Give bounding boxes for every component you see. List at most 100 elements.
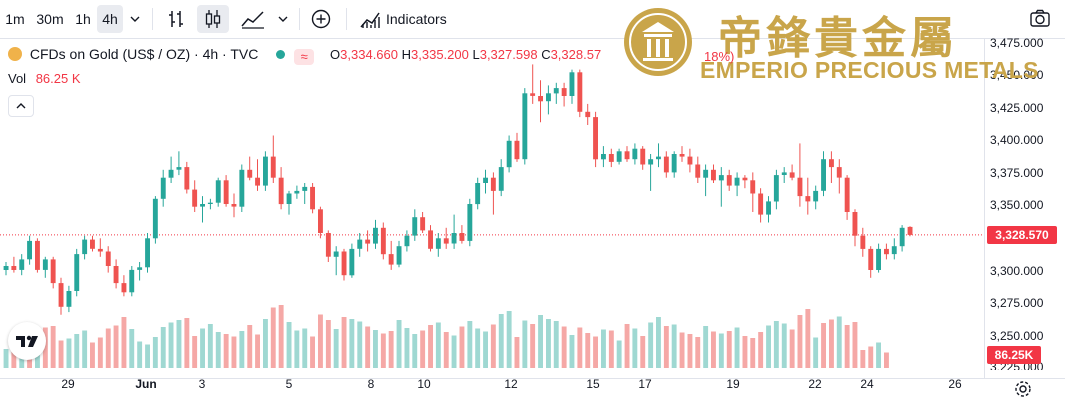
high-value: 3,335.200 — [411, 47, 469, 62]
volume-bar — [50, 326, 56, 368]
volume-bar — [475, 328, 481, 368]
market-open-dot-icon — [276, 50, 286, 59]
volume-bar — [160, 327, 166, 368]
volume-bar — [538, 315, 543, 368]
candle-body — [3, 266, 9, 270]
chevron-up-icon — [16, 103, 26, 109]
volume-bar — [616, 340, 622, 368]
candle-body — [522, 93, 528, 160]
volume-bar — [82, 330, 88, 368]
volume-bar — [577, 327, 583, 368]
volume-bar — [349, 319, 355, 368]
low-value: 3,327.598 — [479, 47, 538, 62]
candle-body — [255, 177, 260, 186]
volume-bar — [585, 333, 591, 368]
candle-body — [459, 233, 465, 241]
symbol-title[interactable]: CFDs on Gold (US$ / OZ) · 4h · TVC — [29, 46, 259, 62]
volume-bar — [215, 332, 221, 368]
x-tick: 15 — [586, 377, 600, 391]
volume-bar — [294, 330, 300, 368]
interval-4h[interactable]: 4h — [97, 5, 123, 33]
candle-body — [270, 156, 276, 178]
bar-style-icon[interactable] — [163, 5, 189, 33]
x-tick: 22 — [808, 377, 822, 391]
volume-bar — [852, 322, 858, 368]
volume-bar — [758, 332, 764, 368]
candle-body — [11, 266, 17, 270]
candle-body — [632, 148, 638, 160]
volume-bar — [789, 329, 795, 368]
candle-body — [742, 177, 748, 181]
candle-body — [805, 196, 811, 202]
candle-body — [129, 269, 135, 293]
candle-body — [145, 238, 150, 268]
volume-bar — [263, 319, 268, 368]
volume-bar — [286, 322, 292, 368]
candle-body — [325, 233, 331, 257]
x-tick: 24 — [860, 377, 874, 391]
volume-bar — [3, 349, 9, 368]
candle-body — [247, 169, 253, 178]
open-label: O — [330, 47, 341, 62]
candle-body — [200, 204, 205, 207]
volume-bar — [247, 325, 253, 368]
compare-add-icon[interactable] — [308, 5, 334, 33]
candle-body — [711, 169, 716, 181]
delayed-data-icon[interactable]: ≈ — [294, 49, 315, 65]
candle-body — [168, 169, 174, 178]
candle-body — [310, 186, 315, 210]
y-tick: 3,375.000 — [990, 166, 1044, 180]
chart-type-chevron-icon[interactable] — [275, 5, 291, 33]
volume-bar — [884, 352, 889, 368]
symbol-legend: CFDs on Gold (US$ / OZ) · 4h · TVC ≈ O 3,… — [8, 46, 601, 65]
volume-bar — [97, 337, 103, 368]
volume-bar — [483, 331, 488, 368]
interval-1m[interactable]: 1m — [5, 11, 25, 27]
indicators-icon[interactable] — [357, 5, 383, 33]
x-tick: 12 — [504, 377, 518, 391]
camera-icon[interactable] — [1025, 5, 1055, 33]
candle-body — [184, 167, 190, 190]
candle-body — [624, 151, 630, 160]
candle-body — [530, 93, 536, 96]
candle-body — [907, 226, 913, 235]
volume-bar — [113, 325, 119, 368]
candle-body — [844, 177, 850, 212]
tradingview-logo[interactable] — [8, 322, 46, 360]
candle-body — [514, 140, 520, 160]
volume-bar — [302, 328, 308, 368]
candle-body — [176, 167, 182, 170]
candle-body — [695, 164, 701, 178]
volume-badge: 86.25K — [987, 346, 1041, 364]
collapse-legend-button[interactable] — [8, 95, 34, 117]
interval-dropdown-chevron-icon[interactable] — [126, 5, 144, 33]
candle-body — [97, 248, 103, 252]
candle-body — [868, 248, 874, 270]
interval-30m[interactable]: 30m — [36, 11, 64, 27]
volume-bar — [569, 335, 575, 368]
indicators-button[interactable]: Indicators — [386, 11, 447, 27]
volume-bar — [656, 317, 661, 368]
candle-body — [333, 251, 339, 257]
high-label: H — [401, 47, 412, 62]
interval-1h[interactable]: 1h — [75, 11, 91, 27]
volume-bar — [435, 322, 441, 368]
price-chart[interactable] — [0, 38, 984, 378]
volume-bar — [829, 319, 834, 368]
candle-body — [648, 159, 654, 165]
candle-body — [483, 177, 488, 183]
y-tick: 3,425.000 — [990, 101, 1044, 115]
volume-bar — [459, 326, 465, 368]
area-style-icon[interactable] — [238, 5, 268, 33]
candles-style-icon[interactable] — [197, 5, 229, 33]
volume-bar — [357, 321, 363, 368]
candle-body — [373, 227, 378, 244]
volume-bar — [773, 321, 779, 368]
time-axis[interactable] — [0, 378, 1065, 405]
price-axis[interactable] — [984, 38, 1065, 378]
candle-body — [263, 156, 268, 186]
candle-body — [388, 254, 394, 265]
volume-bar — [781, 323, 787, 368]
volume-bar — [121, 317, 127, 368]
settings-gear-icon[interactable] — [1012, 378, 1034, 400]
